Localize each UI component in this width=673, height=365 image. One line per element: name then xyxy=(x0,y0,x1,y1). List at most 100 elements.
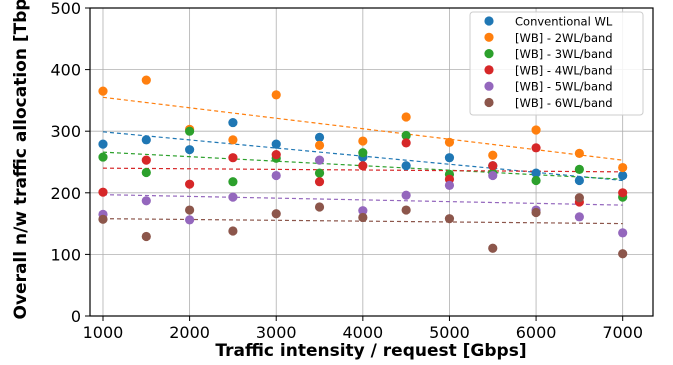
data-point xyxy=(358,212,368,223)
data-point xyxy=(358,206,368,216)
data-point xyxy=(488,243,498,253)
y-tick-label: 300 xyxy=(50,122,81,141)
data-point xyxy=(314,140,325,150)
data-point xyxy=(618,188,628,198)
data-point xyxy=(314,177,325,187)
legend-label: [WB] - 4WL/band xyxy=(515,63,613,77)
data-point xyxy=(185,126,195,136)
data-point xyxy=(271,209,281,219)
data-point xyxy=(618,228,628,238)
data-point xyxy=(488,150,498,160)
y-tick-label: 400 xyxy=(50,61,81,80)
x-tick-label: 3000 xyxy=(256,323,297,342)
data-point xyxy=(444,137,455,147)
data-point xyxy=(98,152,108,162)
legend-marker xyxy=(484,16,494,26)
data-point xyxy=(98,139,108,149)
data-point xyxy=(185,215,195,225)
data-point xyxy=(574,175,584,186)
trend-line xyxy=(102,194,623,206)
x-tick-label: 2000 xyxy=(169,323,210,342)
data-point xyxy=(618,170,628,181)
data-point xyxy=(314,202,325,212)
data-point xyxy=(271,170,281,181)
legend-label: Conventional WL xyxy=(515,15,613,29)
data-point xyxy=(401,112,411,122)
data-point xyxy=(185,205,195,215)
data-point xyxy=(574,148,584,158)
data-point xyxy=(141,135,151,145)
legend-marker xyxy=(484,49,494,59)
data-point xyxy=(531,143,541,153)
data-point xyxy=(401,190,411,200)
data-point xyxy=(531,207,541,218)
data-point xyxy=(618,249,628,259)
data-point xyxy=(98,187,108,197)
data-point xyxy=(574,164,584,174)
plot-area-frame xyxy=(89,7,654,317)
data-point xyxy=(314,155,325,165)
x-tick-label: 6000 xyxy=(516,323,557,342)
data-point xyxy=(228,117,238,128)
data-point xyxy=(401,138,411,148)
data-point xyxy=(574,193,584,203)
data-point xyxy=(98,214,108,224)
data-point xyxy=(271,150,281,160)
data-point xyxy=(141,196,151,206)
data-point xyxy=(531,168,541,178)
legend-label: [WB] - 5WL/band xyxy=(515,80,613,94)
legend-box xyxy=(469,11,644,116)
data-point xyxy=(401,205,411,215)
x-tick-label: 7000 xyxy=(602,323,643,342)
data-point xyxy=(228,226,238,236)
data-point xyxy=(185,179,195,189)
y-tick-label: 100 xyxy=(50,245,81,264)
data-point xyxy=(185,145,195,155)
data-point xyxy=(444,180,455,191)
legend-label: [WB] - 6WL/band xyxy=(515,96,613,110)
data-point xyxy=(401,161,411,171)
data-point xyxy=(141,167,151,178)
data-point xyxy=(271,139,281,149)
legend-marker xyxy=(484,65,494,75)
data-point xyxy=(358,136,368,146)
data-point xyxy=(444,214,455,224)
data-point xyxy=(228,192,238,202)
y-axis-ticks: 0 100 200 300 400 500 xyxy=(50,0,90,326)
legend-label: [WB] - 3WL/band xyxy=(515,47,613,61)
data-point xyxy=(98,86,108,96)
data-point xyxy=(531,125,541,135)
legend: Conventional WL [WB] - 2WL/band [WB] - 3WL… xyxy=(469,11,644,116)
data-point xyxy=(531,175,541,186)
legend-marker xyxy=(484,32,494,42)
data-point xyxy=(228,135,238,145)
y-tick-label: 200 xyxy=(50,184,81,203)
data-points xyxy=(98,75,628,259)
x-tick-label: 1000 xyxy=(83,323,124,342)
data-point xyxy=(141,75,151,85)
legend-marker xyxy=(484,97,494,108)
data-point xyxy=(488,170,498,181)
data-point xyxy=(271,90,281,100)
data-point xyxy=(618,162,628,173)
data-point xyxy=(358,148,368,158)
data-point xyxy=(574,212,584,222)
data-point xyxy=(444,153,455,163)
data-point xyxy=(358,161,368,171)
y-tick-label: 500 xyxy=(50,0,81,18)
data-point xyxy=(488,161,498,171)
data-point xyxy=(228,153,238,163)
data-point xyxy=(314,132,325,142)
x-tick-label: 5000 xyxy=(429,323,470,342)
legend-label: [WB] - 2WL/band xyxy=(515,31,613,45)
data-point xyxy=(401,130,411,141)
x-tick-label: 4000 xyxy=(342,323,383,342)
data-point xyxy=(228,177,238,187)
x-axis-ticks: 1000 2000 3000 4000 5000 6000 7000 xyxy=(83,316,643,342)
data-point xyxy=(314,168,325,178)
x-axis-title: Traffic intensity / request [Gbps] xyxy=(215,341,526,361)
data-point xyxy=(141,231,151,242)
data-point xyxy=(141,155,151,165)
legend-marker xyxy=(484,81,494,91)
